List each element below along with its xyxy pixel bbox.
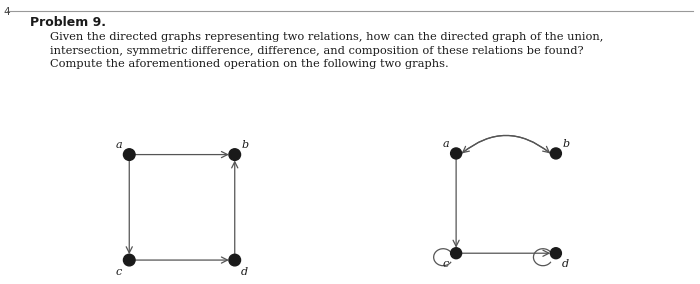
Text: b: b xyxy=(241,140,249,150)
Text: d: d xyxy=(561,259,568,269)
Text: c: c xyxy=(116,267,122,277)
Circle shape xyxy=(123,149,135,160)
Circle shape xyxy=(550,148,561,159)
Circle shape xyxy=(451,148,461,159)
Text: c: c xyxy=(443,259,449,269)
Circle shape xyxy=(123,254,135,266)
Text: a: a xyxy=(443,139,449,149)
Circle shape xyxy=(550,248,561,259)
Text: intersection, symmetric difference, difference, and composition of these relatio: intersection, symmetric difference, diff… xyxy=(50,45,584,55)
Text: 4: 4 xyxy=(3,7,10,17)
Text: b: b xyxy=(562,139,569,149)
Circle shape xyxy=(229,254,241,266)
Text: Problem 9.: Problem 9. xyxy=(30,16,106,29)
Circle shape xyxy=(451,248,461,259)
Text: a: a xyxy=(116,140,122,150)
Text: Compute the aforementioned operation on the following two graphs.: Compute the aforementioned operation on … xyxy=(50,59,449,69)
Circle shape xyxy=(229,149,241,160)
Text: Given the directed graphs representing two relations, how can the directed graph: Given the directed graphs representing t… xyxy=(50,32,603,42)
Text: d: d xyxy=(241,267,248,277)
